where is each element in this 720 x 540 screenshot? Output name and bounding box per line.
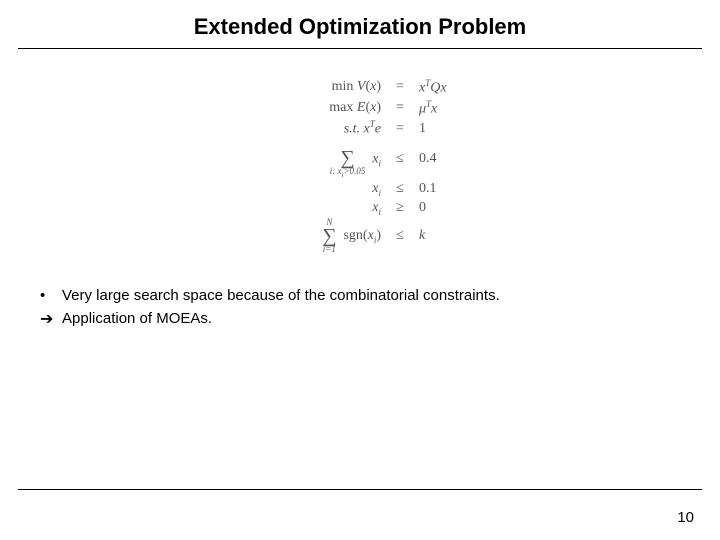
bullet-text: Application of MOEAs. (62, 308, 212, 332)
bullet-item: ➔ Application of MOEAs. (40, 308, 680, 332)
relation: ≤ (385, 180, 415, 199)
rhs-value: 1 (415, 118, 493, 139)
sum-lower: i: xi>0.05 (330, 167, 366, 179)
rhs-value: 0.1 (415, 180, 493, 199)
sum-lower: i=1 (322, 245, 336, 254)
rhs-value: 0.4 (415, 139, 493, 180)
arg-x: x (370, 79, 376, 94)
relation: = (385, 77, 415, 98)
relation: ≥ (385, 199, 415, 218)
equation-row: N ∑ i=1 sgn(xi) ≤ k (227, 217, 493, 255)
equations-table: min V(x) = xTQx max E(x) = μTx (227, 77, 493, 255)
equation-row: min V(x) = xTQx (227, 77, 493, 98)
arg-x: x (370, 100, 376, 115)
func-E: E (357, 100, 366, 115)
equation-row: max E(x) = μTx (227, 98, 493, 119)
equation-row: ∑ i: xi>0.05 xi ≤ 0.4 (227, 139, 493, 180)
body-text: • Very large search space because of the… (40, 285, 680, 332)
bullet-item: • Very large search space because of the… (40, 285, 680, 308)
st-label: s.t. (344, 122, 364, 137)
relation: = (385, 98, 415, 119)
equation-row: xi ≤ 0.1 (227, 180, 493, 199)
op-min: min (332, 79, 357, 94)
equation-row: xi ≥ 0 (227, 199, 493, 218)
bullet-dot-icon: • (40, 285, 62, 308)
page-number: 10 (677, 509, 694, 526)
sum-symbol: ∑ i: xi>0.05 (330, 140, 366, 179)
divider-top (18, 48, 702, 49)
relation: = (385, 118, 415, 139)
op-max: max (329, 100, 357, 115)
slide: Extended Optimization Problem min V(x) =… (0, 0, 720, 540)
bullet-text: Very large search space because of the c… (62, 285, 500, 308)
sgn-func: sgn( (343, 229, 367, 244)
math-block: min V(x) = xTQx max E(x) = μTx (150, 77, 570, 255)
sum-symbol: N ∑ i=1 (322, 218, 336, 254)
relation: ≤ (385, 139, 415, 180)
arrow-right-icon: ➔ (40, 308, 62, 332)
equation-row: s.t. xTe = 1 (227, 118, 493, 139)
rhs-value: 0 (415, 199, 493, 218)
relation: ≤ (385, 217, 415, 255)
func-V: V (357, 79, 366, 94)
rhs-value: k (419, 228, 425, 243)
divider-bottom (18, 489, 702, 490)
page-title: Extended Optimization Problem (0, 0, 720, 48)
